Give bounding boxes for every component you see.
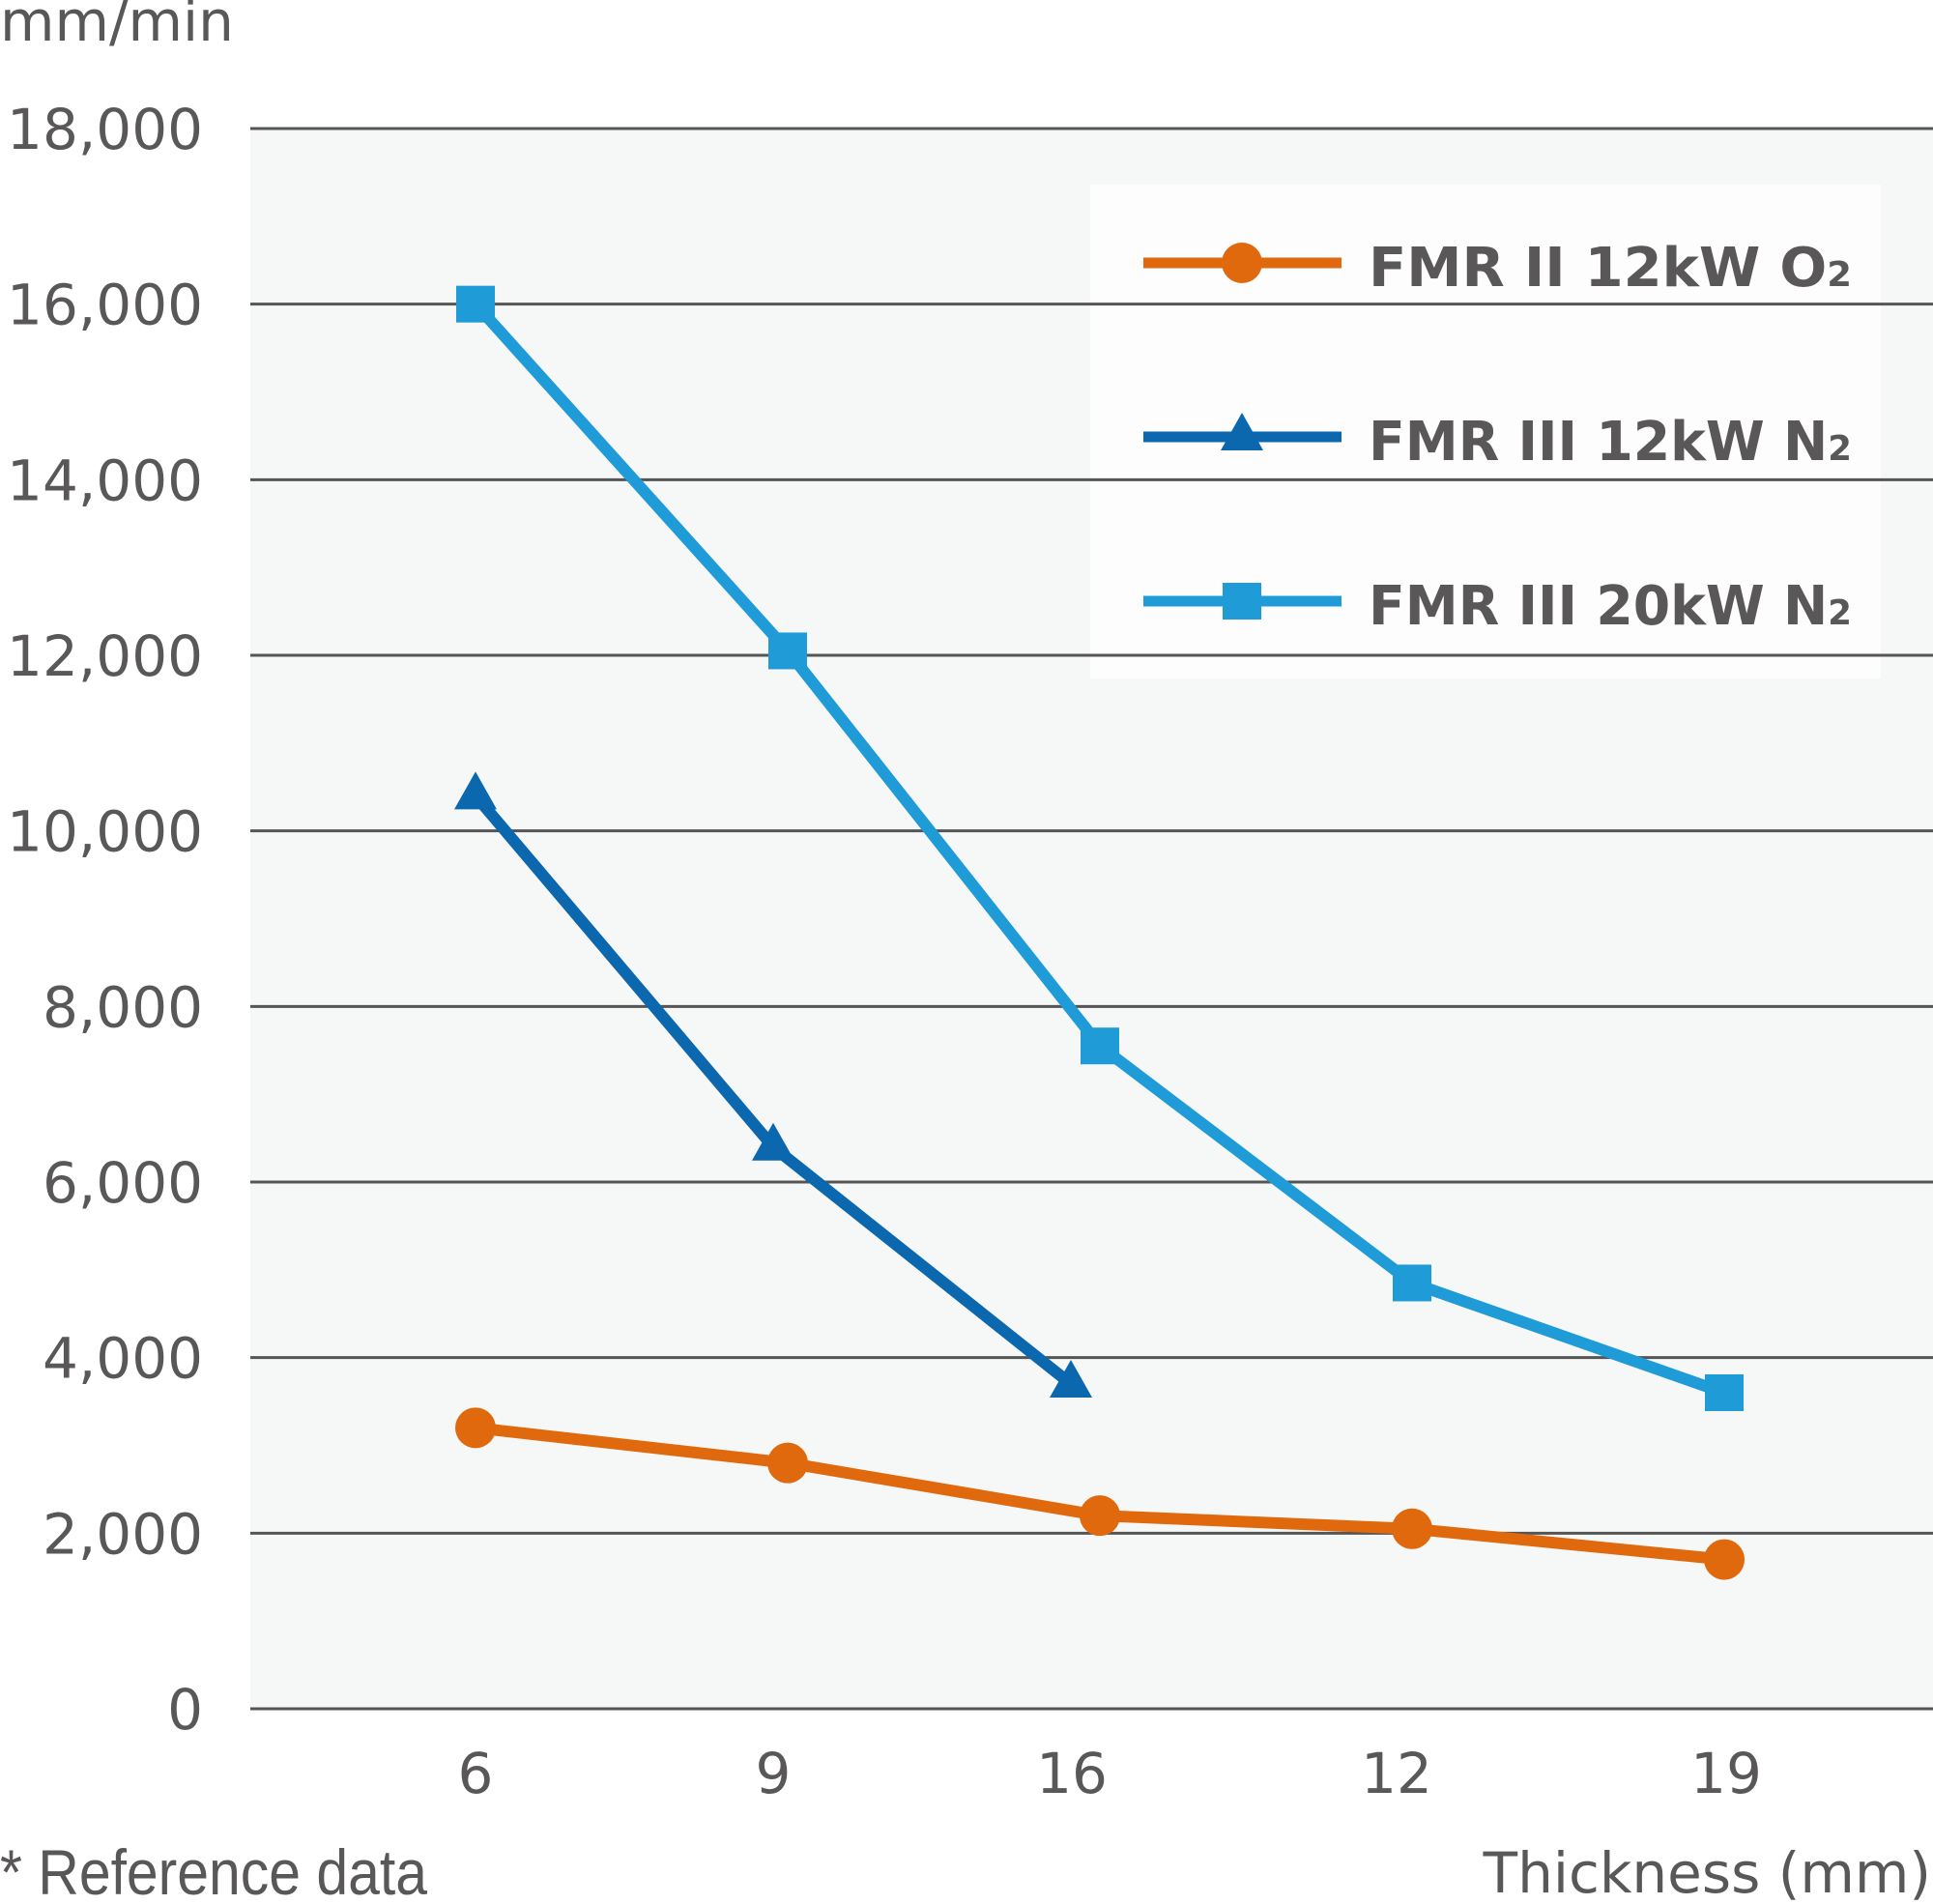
- x-tick-label: 16: [1036, 1741, 1108, 1806]
- legend-label: FMR III 20kW N2: [1369, 575, 1852, 638]
- y-tick-label: 10,000: [7, 799, 203, 865]
- y-tick-label: 12,000: [7, 623, 203, 689]
- series: [454, 285, 1745, 1580]
- series-circle: [455, 1407, 1745, 1580]
- circle-marker: [1392, 1508, 1432, 1549]
- legend-triangle-icon: [1221, 413, 1263, 451]
- y-tick-label: 16,000: [7, 273, 203, 338]
- x-axis-ticks: 6 9 16 12 19: [458, 1741, 1762, 1806]
- y-tick-label: 14,000: [7, 447, 203, 513]
- y-tick-label: 0: [167, 1677, 203, 1743]
- circle-marker: [455, 1407, 496, 1449]
- circle-marker: [1080, 1495, 1120, 1537]
- y-tick-label: 18,000: [7, 97, 203, 162]
- circle-marker: [767, 1442, 808, 1484]
- square-marker: [768, 632, 807, 670]
- x-tick-label: 12: [1361, 1741, 1432, 1806]
- x-tick-label: 6: [458, 1741, 494, 1806]
- legend-label: FMR III 12kW N2: [1369, 411, 1852, 474]
- reference-data-note: * Reference data: [0, 1836, 427, 1904]
- x-axis-title: Thickness (mm): [1483, 1840, 1931, 1904]
- legend-item: FMR III 12kW N2: [1143, 411, 1852, 474]
- x-tick-label: 9: [756, 1741, 792, 1806]
- square-marker: [1081, 1027, 1119, 1065]
- y-tick-label: 8,000: [43, 974, 203, 1040]
- triangle-marker: [1050, 1359, 1092, 1398]
- legend-circle-icon: [1222, 243, 1262, 283]
- square-marker: [456, 285, 495, 323]
- triangle-marker: [454, 771, 497, 810]
- square-marker: [1705, 1374, 1744, 1411]
- y-axis-ticks: 0 2,000 4,000 6,000 8,000 10,000 12,000 14,000 1…: [7, 97, 203, 1743]
- legend-item: FMR III 20kW N2: [1143, 575, 1852, 638]
- legend: FMR II 12kW O 2 FMR III 12kW N2 FMR III 20k…: [1143, 237, 1852, 638]
- gridlines: [250, 127, 1933, 1711]
- series-triangle: [454, 771, 1092, 1398]
- y-tick-label: 2,000: [43, 1501, 203, 1567]
- y-axis-unit-label: mm/min: [0, 0, 234, 54]
- y-tick-label: 4,000: [43, 1326, 203, 1392]
- legend-square-icon: [1223, 583, 1261, 620]
- circle-marker: [1704, 1539, 1745, 1580]
- series-square: [456, 285, 1744, 1411]
- square-marker: [1393, 1264, 1431, 1302]
- x-tick-label: 19: [1690, 1741, 1762, 1806]
- y-tick-label: 6,000: [43, 1150, 203, 1216]
- triangle-marker: [752, 1122, 794, 1161]
